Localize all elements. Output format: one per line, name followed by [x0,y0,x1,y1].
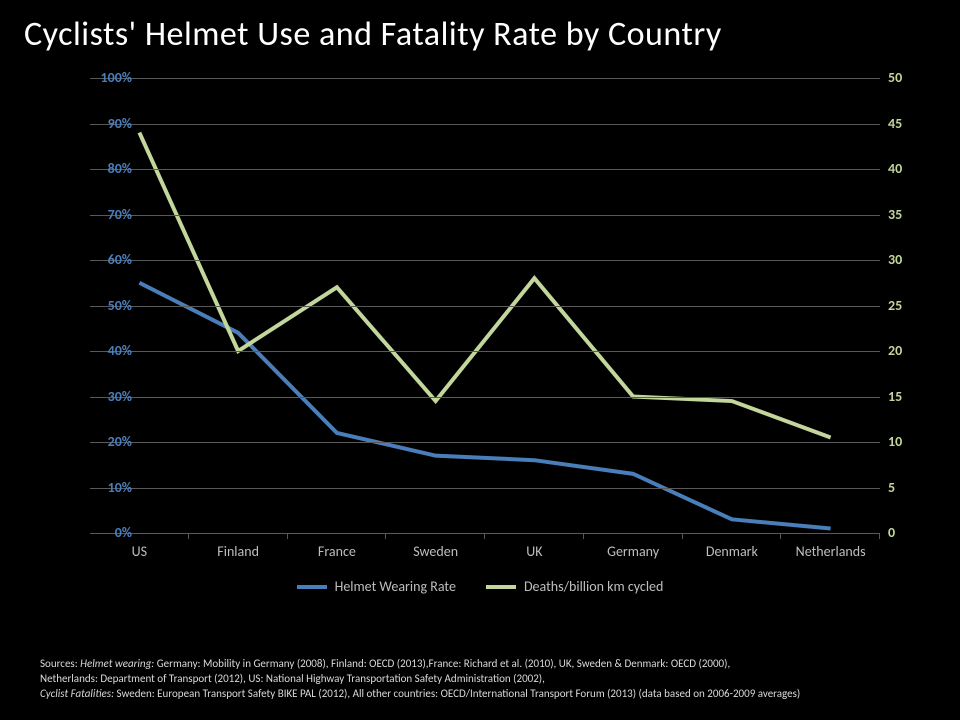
sources-label: Sources: [40,657,80,670]
sources-line: Germany: Mobility in Germany (2008), Fin… [154,657,730,670]
chart-area: Helmet Wearing Rate Deaths/billion km cyc… [30,78,930,628]
sources-italic: Cyclist Fatalities: [40,687,114,700]
x-tick-label: France [318,543,356,560]
sources-text: Sources: Helmet wearing: Germany: Mobili… [40,657,920,702]
x-tick-label: UK [526,543,542,560]
y-left-tick-label: 0% [82,524,132,541]
y-left-tick-label: 30% [82,388,132,405]
chart-title: Cyclists' Helmet Use and Fatality Rate b… [24,14,722,55]
x-tick [583,533,584,539]
y-left-tick-label: 90% [82,115,132,132]
x-tick [287,533,288,539]
gridline [90,397,880,398]
gridline [90,442,880,443]
legend-label: Helmet Wearing Rate [335,578,456,595]
y-left-tick-label: 100% [82,69,132,86]
x-tick [188,533,189,539]
y-right-tick-label: 25 [888,297,928,314]
sources-italic: Helmet wearing: [80,657,154,670]
gridline [90,215,880,216]
legend-item: Helmet Wearing Rate [297,578,456,595]
y-right-tick-label: 50 [888,69,928,86]
legend-item: Deaths/billion km cycled [486,578,663,595]
gridline [90,169,880,170]
x-tick [682,533,683,539]
y-right-tick-label: 20 [888,342,928,359]
sources-line: Sweden: European Transport Safety BIKE P… [114,687,800,700]
y-right-tick-label: 0 [888,524,928,541]
gridline [90,260,880,261]
gridline [90,124,880,125]
y-left-tick-label: 80% [82,160,132,177]
legend: Helmet Wearing Rate Deaths/billion km cyc… [30,578,930,595]
y-left-tick-label: 50% [82,297,132,314]
x-tick [780,533,781,539]
x-tick-label: Sweden [413,543,458,560]
plot-region [90,78,880,533]
y-right-tick-label: 5 [888,479,928,496]
x-tick-label: Netherlands [796,543,866,560]
gridline [90,351,880,352]
x-tick [879,533,880,539]
y-left-tick-label: 40% [82,342,132,359]
x-tick-label: Germany [607,543,659,560]
series-line [139,133,830,438]
x-tick-label: Denmark [706,543,758,560]
gridline [90,488,880,489]
sources-line: Netherlands: Department of Transport (20… [40,672,545,685]
y-right-tick-label: 10 [888,433,928,450]
y-right-tick-label: 45 [888,115,928,132]
x-tick [484,533,485,539]
y-right-tick-label: 35 [888,206,928,223]
x-axis-line [90,533,880,534]
y-left-tick-label: 10% [82,479,132,496]
x-tick-label: Finland [217,543,259,560]
series-line [139,283,830,529]
y-left-tick-label: 70% [82,206,132,223]
legend-label: Deaths/billion km cycled [524,578,663,595]
y-left-tick-label: 60% [82,251,132,268]
gridline [90,78,880,79]
x-tick [385,533,386,539]
legend-swatch [486,585,516,589]
legend-swatch [297,585,327,589]
x-tick-label: US [132,543,147,560]
y-right-tick-label: 15 [888,388,928,405]
y-left-tick-label: 20% [82,433,132,450]
y-right-tick-label: 30 [888,251,928,268]
gridline [90,306,880,307]
y-right-tick-label: 40 [888,160,928,177]
